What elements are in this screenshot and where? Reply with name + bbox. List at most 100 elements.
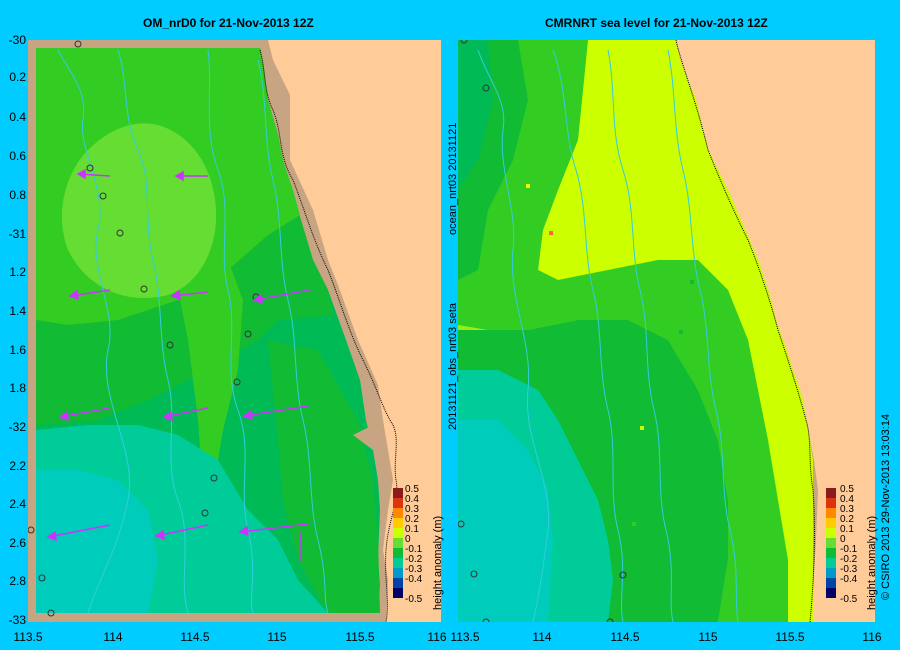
colorbar-swatch [826, 568, 836, 578]
obs-point [99, 192, 107, 200]
velocity-arrow [155, 524, 209, 537]
colorbar-swatch [826, 488, 836, 498]
colorbar-swatch [826, 538, 836, 548]
colorbar-swatch [393, 518, 403, 528]
obs-point [86, 164, 94, 172]
velocity-arrow [238, 525, 249, 537]
colorbar-tick-label: -0.3 [405, 564, 423, 575]
left-map-svg [28, 40, 441, 622]
velocity-arrow [59, 407, 111, 418]
right-colorbar-title: height anomaly (m) [866, 515, 878, 610]
x-tick: 116 [862, 630, 882, 644]
velocity-arrow [154, 529, 165, 541]
right-map-title: CMRNRT sea level for 21-Nov-2013 12Z [545, 16, 768, 30]
colorbar-swatch [826, 498, 836, 508]
velocity-arrows [46, 168, 311, 562]
obs-marker [526, 184, 530, 188]
colorbar-tick-label: -0.5 [840, 594, 858, 605]
obs-point [244, 330, 252, 338]
obs-marker [632, 522, 636, 526]
colorbar-tick-label: -0.4 [840, 574, 858, 585]
colorbar-tick-label: 0.4 [405, 494, 419, 505]
colorbar-tick-label: 0.1 [405, 524, 419, 535]
obs-point [470, 570, 478, 578]
obs-point [140, 285, 148, 293]
obs-point [210, 474, 218, 482]
obs-point [233, 378, 241, 386]
colorbar-tick-label: -0.1 [405, 544, 423, 555]
contour-zone [458, 40, 788, 622]
y-tick: 2.8 [9, 574, 26, 588]
colorbar-swatch [826, 518, 836, 528]
bathymetry-line [607, 49, 674, 622]
bathymetry-line [257, 59, 329, 614]
obs-marker [549, 231, 553, 235]
velocity-arrow [252, 293, 263, 305]
left-colorbar-title: height anomaly (m) [432, 515, 444, 610]
colorbar-swatch [826, 548, 836, 558]
y-tick: -31 [8, 227, 26, 241]
velocity-arrow [58, 410, 69, 422]
colorbar-tick-label: 0.1 [840, 524, 854, 535]
x-tick: 116 [427, 630, 447, 644]
colorbar-swatch [393, 548, 403, 558]
y-tick: -33 [8, 613, 26, 627]
velocity-arrow [46, 530, 57, 542]
colorbar-swatch [393, 538, 403, 548]
colorbar-swatch [393, 498, 403, 508]
colorbar-tick-label: 0.5 [840, 484, 854, 495]
obs-point [460, 40, 468, 44]
velocity-arrow [253, 289, 311, 301]
obs-point [38, 574, 46, 582]
observation-points [458, 40, 627, 622]
colorbar-tick-label: 0.4 [840, 494, 854, 505]
velocity-arrow [170, 289, 181, 301]
obs-point [606, 618, 614, 622]
colorbar-tick-label: 0.2 [840, 514, 854, 525]
bathymetry-line [552, 49, 624, 622]
colorbar-tick-label: -0.3 [840, 564, 858, 575]
y-tick: 0.6 [9, 149, 26, 163]
colorbar-swatch [393, 588, 403, 598]
y-tick: 0.2 [9, 70, 26, 84]
bathymetry-line [57, 49, 130, 614]
colorbar-swatch [393, 568, 403, 578]
velocity-arrow [68, 289, 79, 301]
velocity-arrow [162, 410, 173, 422]
colorbar-tick-label: -0.4 [405, 574, 423, 585]
obs-point [116, 229, 124, 237]
right-map-panel [458, 40, 875, 622]
colorbar-swatch [826, 508, 836, 518]
y-tick: -32 [8, 420, 26, 434]
right-map-svg [458, 40, 875, 622]
left-map-title: OM_nrD0 for 21-Nov-2013 12Z [143, 16, 314, 30]
colorbar-tick-label: -0.2 [405, 554, 423, 565]
colorbar-tick-label: 0 [840, 534, 846, 545]
obs-point [482, 84, 490, 92]
contour-zone [61, 123, 217, 298]
colorbar-swatch [826, 588, 836, 598]
velocity-arrow [243, 405, 309, 417]
ocean-run-label: ocean_nrt03 20131121 [447, 122, 459, 235]
obs-marker [594, 330, 598, 334]
y-tick: 2.4 [9, 497, 26, 511]
y-tick: 2.2 [9, 459, 26, 473]
velocity-arrow [242, 409, 253, 421]
x-tick: 114 [532, 630, 552, 644]
contour-zone [538, 40, 813, 622]
colorbar-tick-label: -0.5 [405, 594, 423, 605]
x-tick: 115.5 [775, 630, 805, 644]
contour-zone [36, 470, 158, 613]
x-tick: 113.5 [450, 630, 480, 644]
credit-label: © CSIRO 2013 29-Nov-2013 13:03:14 [880, 413, 892, 600]
y-tick: 1.8 [9, 381, 26, 395]
left-map-panel [28, 40, 441, 622]
colorbar-swatch [826, 528, 836, 538]
obs-point [482, 618, 490, 622]
velocity-arrow [76, 168, 86, 180]
velocity-arrow [239, 523, 309, 533]
colorbar-tick-label: 0.3 [405, 504, 419, 515]
colorbar-swatch [393, 528, 403, 538]
obs-point [47, 609, 55, 617]
colorbar-swatch [826, 558, 836, 568]
